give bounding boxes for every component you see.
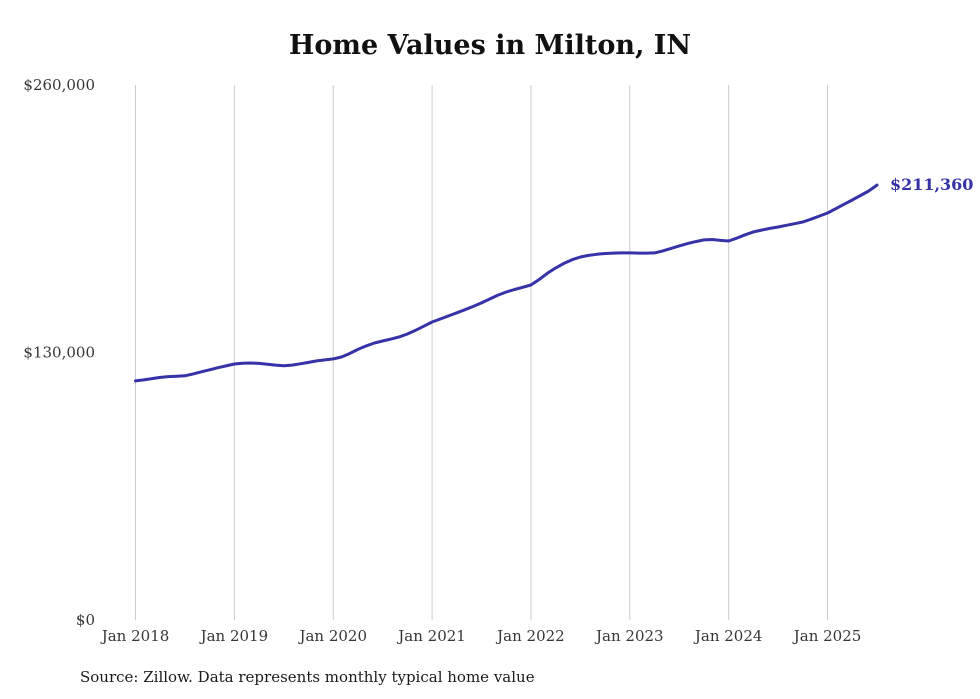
- y-axis-label: $260,000: [23, 76, 95, 94]
- x-axis-label: Jan 2023: [594, 627, 664, 645]
- x-axis-label: Jan 2021: [396, 627, 466, 645]
- end-value-label: $211,360: [890, 175, 974, 194]
- x-axis-label: Jan 2024: [693, 627, 763, 645]
- x-axis-label: Jan 2022: [495, 627, 565, 645]
- x-axis-label: Jan 2019: [199, 627, 269, 645]
- y-axis-label: $130,000: [23, 344, 95, 362]
- source-note: Source: Zillow. Data represents monthly …: [80, 668, 535, 686]
- y-axis-label: $0: [76, 611, 95, 629]
- x-axis-label: Jan 2025: [792, 627, 862, 645]
- x-axis-label: Jan 2020: [297, 627, 367, 645]
- chart-title: Home Values in Milton, IN: [288, 30, 692, 61]
- x-axis-label: Jan 2018: [100, 627, 170, 645]
- series-line: [134, 183, 879, 383]
